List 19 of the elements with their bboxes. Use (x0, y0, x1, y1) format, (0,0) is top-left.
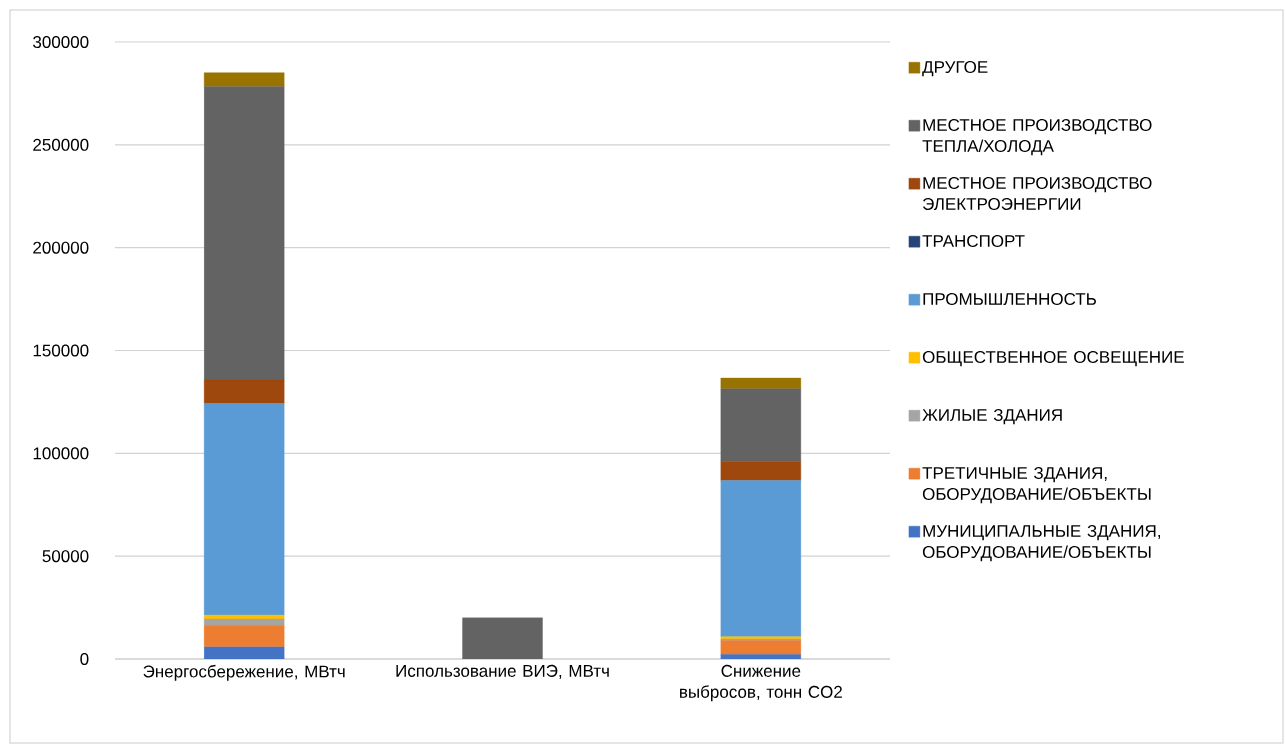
y-tick-label: 300000 (33, 35, 89, 49)
y-tick-label: 50000 (42, 550, 89, 563)
legend-label: ТРАНСПОРТ (922, 234, 1025, 248)
legend-label: МЕСТНОЕ ПРОИЗВОДСТВО ЭЛЕКТРОЭНЕРГИИ (922, 176, 1152, 211)
x-tick-label: Использование ВИЭ, МВтч (396, 664, 609, 679)
legend-label: ЖИЛЫЕ ЗДАНИЯ (922, 409, 1062, 425)
legend-label: ДРУГОЕ (922, 60, 988, 77)
legend-label: ОБЩЕСТВЕННОЕ ОСВЕЩЕНИЕ (922, 350, 1184, 367)
y-tick-label: 250000 (33, 138, 89, 151)
x-tick-label: Снижение выбросов, тонн CO2 (680, 664, 842, 702)
x-tick-label: Энергосбережение, МВтч (143, 664, 345, 681)
legend-label: МЕСТНОЕ ПРОИЗВОДСТВО ТЕПЛА/ХОЛОДА (922, 118, 1152, 156)
legend-label: ПРОМЫШЛЕННОСТЬ (923, 292, 1096, 306)
y-tick-label: 150000 (33, 344, 89, 357)
y-tick-label: 200000 (33, 241, 89, 254)
legend-label: МУНИЦИПАЛЬНЫЕ ЗДАНИЯ, ОБОРУДОВАНИЕ/ОБЪЕКТЫ (922, 525, 1161, 562)
y-tick-label: 100000 (33, 447, 89, 460)
y-tick-label: 0 (80, 652, 89, 666)
legend-label: ТРЕТИЧНЫЕ ЗДАНИЯ, ОБОРУДОВАНИЕ/ОБЪЕКТЫ (922, 467, 1151, 504)
